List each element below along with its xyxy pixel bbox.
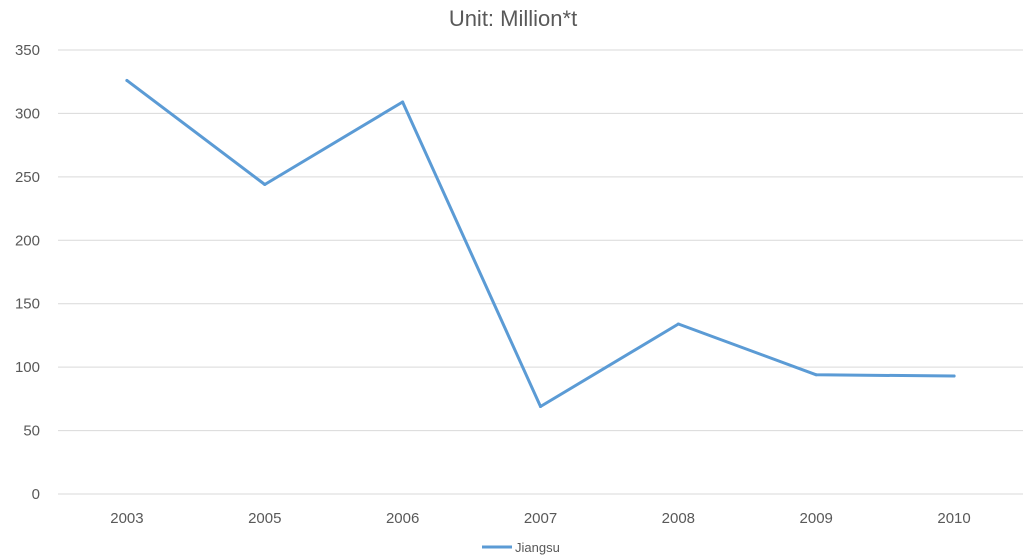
data-point — [401, 100, 405, 104]
series-layer — [125, 78, 956, 408]
data-point — [814, 373, 818, 377]
x-tick-label: 2010 — [937, 510, 970, 527]
x-axis-tick-labels: 2003 2005 2006 2007 2008 2009 2010 — [110, 510, 971, 527]
gridlines — [58, 49, 1023, 495]
data-point — [263, 182, 267, 186]
x-tick-label: 2008 — [662, 510, 695, 527]
y-tick-label: 150 — [15, 296, 40, 313]
data-point — [539, 404, 542, 408]
y-tick-label: 50 — [23, 423, 40, 440]
legend-label: Jiangsu — [515, 540, 560, 555]
y-tick-label: 100 — [15, 359, 40, 376]
x-tick-label: 2006 — [386, 510, 419, 527]
y-tick-label: 200 — [15, 232, 40, 249]
x-tick-label: 2007 — [524, 510, 557, 527]
y-tick-label: 250 — [15, 169, 40, 186]
y-tick-label: 350 — [15, 42, 40, 59]
y-tick-label: 0 — [32, 486, 40, 503]
x-tick-label: 2009 — [800, 510, 833, 527]
x-tick-label: 2003 — [110, 510, 143, 527]
data-point — [125, 78, 129, 82]
data-point — [676, 322, 680, 326]
chart-title: Unit: Million*t — [449, 6, 577, 31]
data-point — [952, 374, 956, 378]
legend: Jiangsu — [482, 540, 560, 555]
series-line-jiangsu — [125, 78, 956, 408]
x-tick-label: 2005 — [248, 510, 281, 527]
y-tick-label: 300 — [15, 105, 40, 122]
y-axis-tick-labels: 0 50 100 150 200 250 300 350 — [15, 42, 40, 503]
